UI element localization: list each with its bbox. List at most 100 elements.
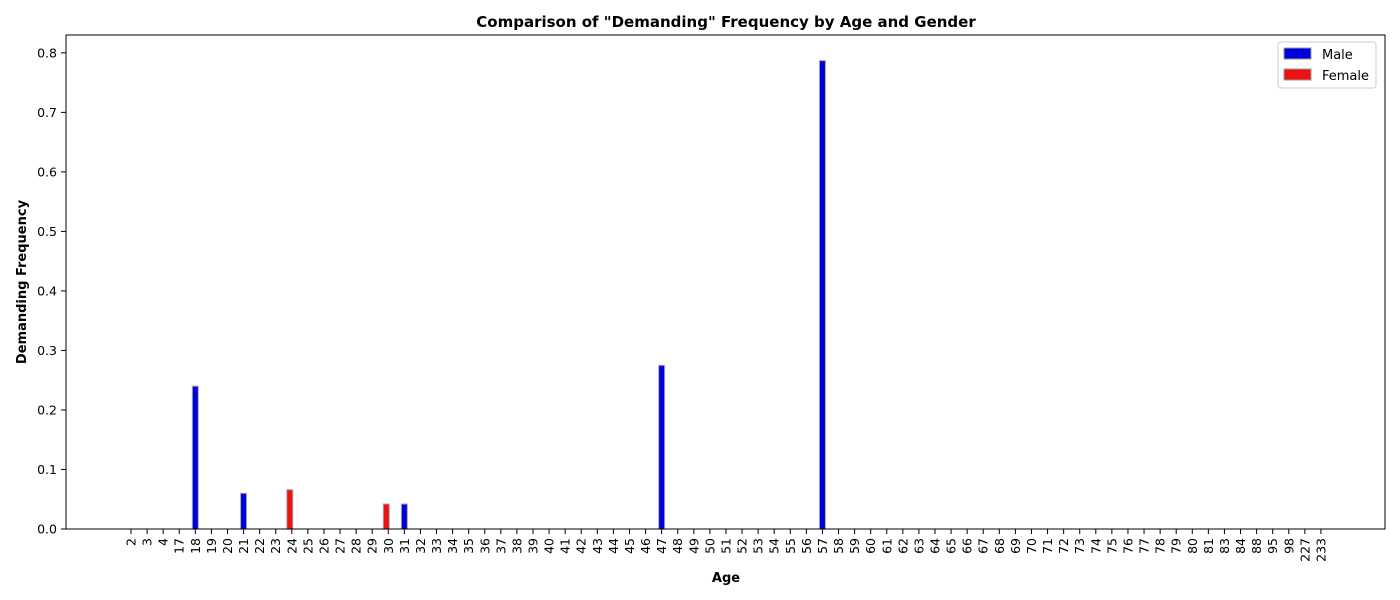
plot-frame [65,34,1386,530]
x-tick-label: 20 [220,538,235,554]
x-tick-label: 24 [284,538,299,554]
x-tick-label: 56 [799,538,814,554]
x-tick-label: 80 [1185,538,1200,554]
y-tick-label: 0.2 [37,402,57,417]
x-tick-label: 62 [895,538,910,554]
x-tick-label: 35 [461,538,476,554]
x-tick-label: 36 [477,538,492,554]
x-tick-label: 66 [960,538,975,554]
bar-female-age-24 [286,489,294,530]
x-tick-label: 83 [1217,538,1232,554]
x-tick-label: 43 [590,538,605,554]
legend-swatch-male [1283,47,1312,60]
x-tick-label: 63 [911,538,926,554]
y-tick-label: 0.0 [37,522,57,537]
x-tick-label: 28 [349,538,364,554]
bar-male-age-57 [818,60,826,530]
bar-male-age-21 [240,492,248,530]
x-tick-label: 65 [944,538,959,554]
x-tick-label: 37 [493,538,508,554]
bars-group [191,60,826,530]
legend-label-female: Female [1322,69,1369,84]
x-tick-label: 73 [1072,538,1087,554]
x-tick-label: 38 [509,538,524,554]
x-tick-label: 44 [606,538,621,554]
x-tick-label: 29 [365,538,380,554]
x-tick-label: 55 [783,538,798,554]
y-tick-label: 0.1 [37,462,57,477]
x-tick-label: 19 [204,538,219,554]
legend-label-male: Male [1322,48,1353,63]
x-tick-label: 98 [1281,538,1296,554]
y-axis-label: Demanding Frequency [15,199,30,364]
x-tick-label: 50 [702,538,717,554]
x-tick-label: 42 [574,538,589,554]
x-tick-label: 4 [156,538,171,546]
x-tick-label: 74 [1088,538,1103,554]
x-tick-label: 77 [1137,538,1152,554]
x-tick-label: 61 [879,538,894,554]
bar-female-age-30 [382,503,390,530]
x-tick-label: 18 [188,538,203,554]
x-tick-label: 2 [124,538,139,546]
x-tick-label: 39 [526,538,541,554]
x-tick-label: 81 [1201,538,1216,554]
bar-male-age-18 [191,385,199,530]
x-tick-label: 57 [815,538,830,554]
x-tick-label: 49 [686,538,701,554]
x-tick-label: 59 [847,538,862,554]
y-tick-label: 0.7 [37,105,57,120]
x-tick-label: 3 [140,538,155,546]
x-tick-label: 51 [718,538,733,554]
y-tick-label: 0.3 [37,343,57,358]
x-tick-label: 60 [863,538,878,554]
x-tick-label: 46 [638,538,653,554]
x-tick-label: 17 [172,538,187,554]
bar-male-age-47 [658,364,666,530]
x-tick-label: 21 [236,538,251,554]
x-tick-label: 53 [751,538,766,554]
x-tick-label: 64 [928,538,943,554]
x-tick-label: 34 [445,538,460,554]
x-tick-label: 22 [252,538,267,554]
bar-male-age-31 [400,503,408,530]
x-tick-label: 88 [1249,538,1264,554]
x-axis-label: Age [712,571,740,586]
x-tick-label: 27 [333,538,348,554]
x-ticks-group: 2 3 4 17 18 19 20 21 22 23 24 25 26 27 28 29 30 31 32 33 34 3… [124,529,1328,562]
x-tick-label: 227 [1297,538,1312,562]
x-tick-label: 79 [1169,538,1184,554]
legend: Male Female [1277,41,1377,89]
x-tick-label: 75 [1104,538,1119,554]
x-tick-label: 71 [1040,538,1055,554]
x-tick-label: 52 [735,538,750,554]
x-tick-label: 25 [300,538,315,554]
x-tick-label: 40 [542,538,557,554]
x-tick-label: 26 [316,538,331,554]
x-tick-label: 45 [622,538,637,554]
x-tick-label: 78 [1153,538,1168,554]
y-tick-label: 0.4 [37,283,57,298]
x-tick-label: 31 [397,538,412,554]
x-tick-label: 68 [992,538,1007,554]
x-tick-label: 67 [976,538,991,554]
x-tick-label: 48 [670,538,685,554]
x-tick-label: 69 [1008,538,1023,554]
x-tick-label: 84 [1233,538,1248,554]
x-tick-label: 233 [1313,538,1328,562]
y-tick-label: 0.6 [37,164,57,179]
x-tick-label: 70 [1024,538,1039,554]
x-tick-label: 30 [381,538,396,554]
x-tick-label: 23 [268,538,283,554]
x-tick-label: 47 [654,538,669,554]
x-tick-label: 58 [831,538,846,554]
legend-swatch-female [1283,68,1312,81]
x-tick-label: 32 [413,538,428,554]
y-tick-label: 0.5 [37,224,57,239]
x-tick-label: 33 [429,538,444,554]
y-ticks-group: 0.0 0.1 0.2 0.3 0.4 0.5 0.6 0.7 0.8 [37,45,66,537]
x-tick-label: 95 [1265,538,1280,554]
x-tick-label: 76 [1120,538,1135,554]
y-tick-label: 0.8 [37,45,57,60]
